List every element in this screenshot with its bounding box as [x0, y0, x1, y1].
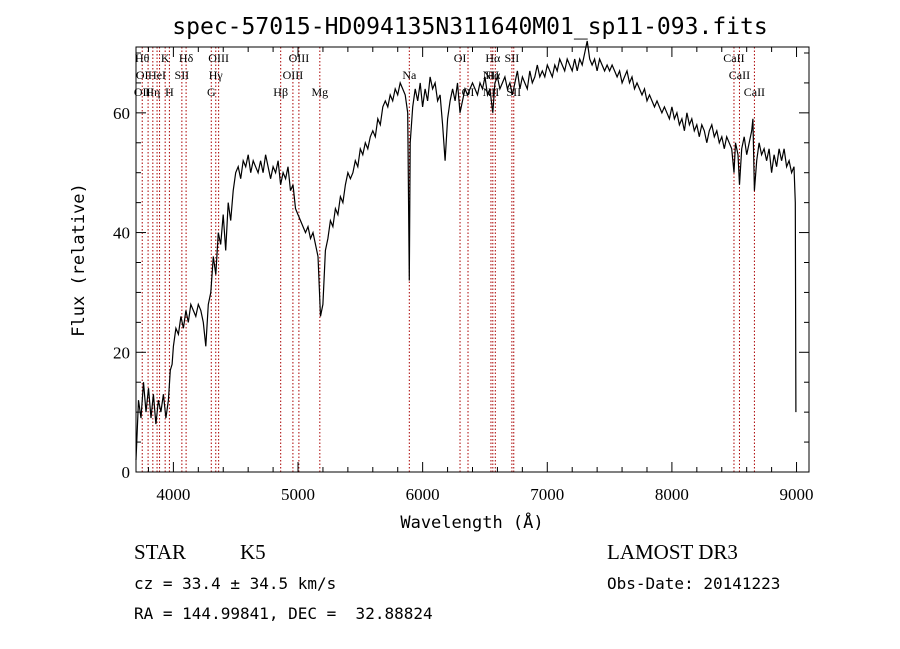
- x-tick-label: 5000: [281, 485, 315, 504]
- line-label: H: [165, 85, 174, 99]
- y-tick-label: 20: [113, 343, 130, 362]
- line-label: OII: [134, 85, 151, 99]
- object-subclass: K5: [240, 540, 266, 564]
- line-label: CaII: [723, 51, 744, 65]
- line-label: SII: [506, 85, 521, 99]
- x-axis-label: Wavelength (Å): [400, 511, 543, 533]
- line-label: OI: [136, 68, 149, 82]
- line-label: Hα: [485, 68, 501, 82]
- x-tick-label: 6000: [406, 485, 440, 504]
- object-class: STAR: [134, 540, 186, 564]
- x-tick-label: 8000: [655, 485, 689, 504]
- line-label: G: [207, 85, 216, 99]
- line-label: Hβ: [273, 85, 288, 99]
- x-axis-ticks: 4000 5000 6000 7000 8000 9000: [147, 47, 814, 504]
- line-label: CaII: [744, 85, 765, 99]
- line-label: Hδ: [179, 51, 194, 65]
- observation-date: Obs-Date: 20141223: [607, 574, 781, 593]
- redshift-readout: cz = 33.4 ± 34.5 km/s: [134, 574, 337, 593]
- y-tick-label: 60: [113, 104, 130, 123]
- line-label: SII: [505, 51, 520, 65]
- line-label: NII: [483, 68, 500, 82]
- line-label: OIII: [289, 51, 310, 65]
- line-label: Mg: [311, 85, 328, 99]
- y-axis-label: Flux (relative): [69, 183, 89, 337]
- line-label: OIII: [283, 68, 304, 82]
- line-label: OIII: [208, 51, 229, 65]
- x-tick-label: 4000: [156, 485, 190, 504]
- y-tick-label: 0: [122, 463, 131, 482]
- coordinates-readout: RA = 144.99841, DEC = 32.88824: [134, 604, 433, 623]
- survey-name: LAMOST DR3: [607, 540, 738, 564]
- line-label: SII: [175, 68, 190, 82]
- chart-title: spec-57015-HD094135N311640M01_sp11-093.f…: [172, 14, 767, 40]
- line-label: K: [161, 51, 170, 65]
- line-label: OI: [454, 51, 467, 65]
- line-label: Na: [402, 68, 417, 82]
- x-tick-label: 9000: [780, 485, 814, 504]
- line-label: Hη: [145, 85, 160, 99]
- plot-frame: [135, 46, 810, 473]
- y-tick-label: 40: [113, 224, 130, 243]
- spectral-line-markers: [141, 47, 755, 472]
- line-label: Hγ: [209, 68, 224, 82]
- line-label: HeI: [148, 68, 166, 82]
- line-label: CaII: [729, 68, 750, 82]
- spectral-line-labels: HθOIOIIHηHeIKHSIIHδGHγOIIIHβOIIIOIIIMgNa…: [134, 51, 765, 99]
- x-tick-label: 7000: [530, 485, 564, 504]
- y-axis-ticks: 0 20 40 60: [113, 52, 809, 482]
- line-label: Hθ: [135, 51, 150, 65]
- line-label: Hα: [485, 51, 501, 65]
- spectrum-line: [135, 40, 797, 461]
